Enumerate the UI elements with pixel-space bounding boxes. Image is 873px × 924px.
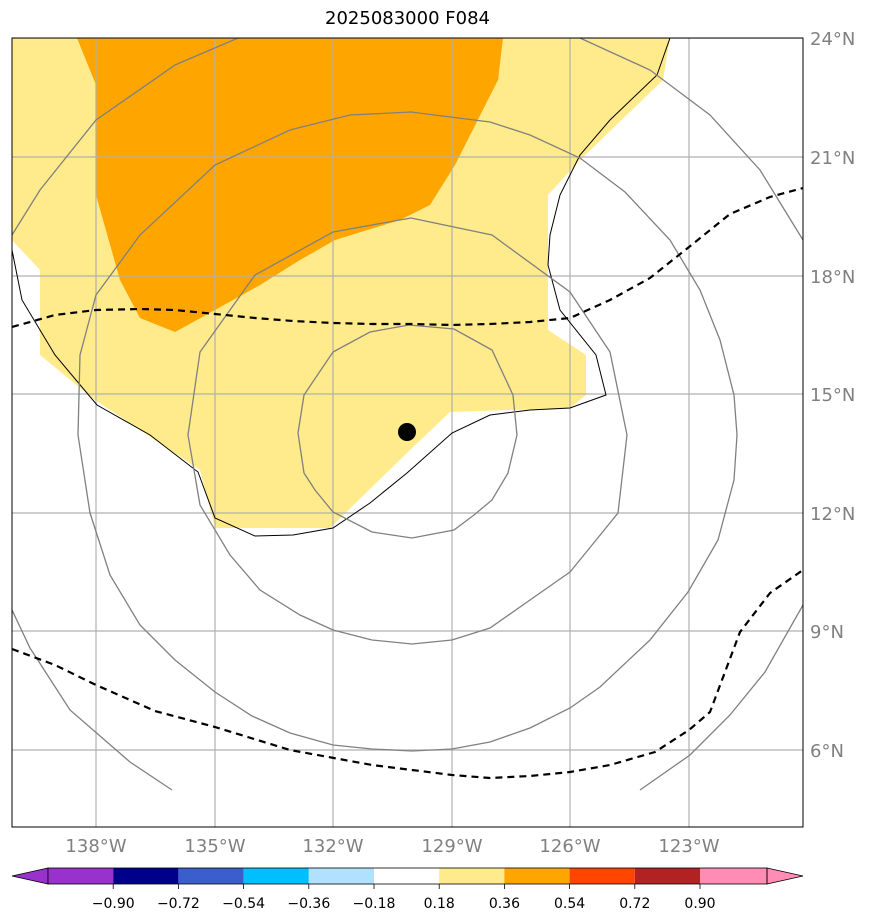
map-plot-area — [12, 38, 803, 827]
colorbar-tick-label: 0.18 — [424, 896, 455, 912]
map-frame — [11, 37, 804, 828]
colorbar-segment — [504, 868, 570, 884]
range-ring-2 — [187, 217, 628, 645]
colorbar-segment — [178, 868, 244, 884]
colorbar-tick-label: 0.54 — [554, 896, 585, 912]
colorbar-tick-marks — [112, 884, 701, 889]
lon-tick-label: 126°W — [539, 836, 600, 857]
colorbar-segment — [700, 868, 767, 884]
lon-tick-label: 135°W — [184, 836, 245, 857]
lon-tick-label: 132°W — [302, 836, 363, 857]
colorbar-segment — [439, 868, 505, 884]
colorbar-segment — [48, 868, 114, 884]
colorbar-segment — [374, 868, 440, 884]
lat-tick-label: 15°N — [810, 385, 855, 406]
colorbar-right-extension — [766, 867, 804, 885]
dashed-boundary-lines — [12, 186, 803, 780]
lon-tick-label: 129°W — [421, 836, 482, 857]
southern-dashed-line — [12, 569, 803, 780]
colorbar-segment — [113, 868, 179, 884]
range-ring-inner — [297, 324, 518, 539]
lat-tick-label: 12°N — [810, 504, 855, 525]
northern-dashed-line — [12, 186, 803, 329]
range-ring-3 — [77, 111, 738, 752]
colorbar-segment — [308, 868, 374, 884]
storm-center-marker — [398, 423, 416, 441]
colorbar-tick-label: −0.72 — [157, 896, 200, 912]
colorbar-segment — [634, 868, 700, 884]
lat-tick-label: 21°N — [810, 148, 855, 169]
lon-tick-label: 138°W — [65, 836, 126, 857]
colorbar-left-extension — [11, 867, 49, 885]
colorbar-segment — [243, 868, 309, 884]
colorbar-frame — [47, 867, 768, 885]
colorbar-tick-label: −0.36 — [287, 896, 330, 912]
lat-tick-label: 18°N — [810, 267, 855, 288]
range-ring-outer — [12, 38, 803, 791]
map-title: 2025083000 F084 — [325, 8, 490, 29]
lon-tick-label: 123°W — [658, 836, 719, 857]
colorbar-tick-label: −0.18 — [353, 896, 396, 912]
lat-tick-label: 24°N — [810, 29, 855, 50]
colorbar-tick-label: −0.54 — [222, 896, 265, 912]
colorbar-tick-label: 0.36 — [489, 896, 520, 912]
longitude-tick-labels: 138°W 135°W 132°W 129°W 126°W 123°W — [65, 836, 719, 857]
solid-contour-line — [12, 38, 671, 537]
lat-tick-label: 9°N — [810, 622, 844, 643]
lat-tick-label: 6°N — [810, 741, 844, 762]
colorbar-segment — [569, 868, 635, 884]
colorbar-tick-label: 0.72 — [619, 896, 650, 912]
latitude-tick-labels: 24°N 21°N 18°N 15°N 12°N 9°N 6°N — [810, 29, 855, 762]
colorbar-tick-label: −0.90 — [92, 896, 135, 912]
range-rings — [12, 38, 803, 791]
orange-fill-region — [77, 38, 503, 332]
colorbar: −0.90 −0.72 −0.54 −0.36 −0.18 0.18 0.36 … — [11, 867, 804, 912]
colorbar-tick-label: 0.90 — [684, 896, 715, 912]
